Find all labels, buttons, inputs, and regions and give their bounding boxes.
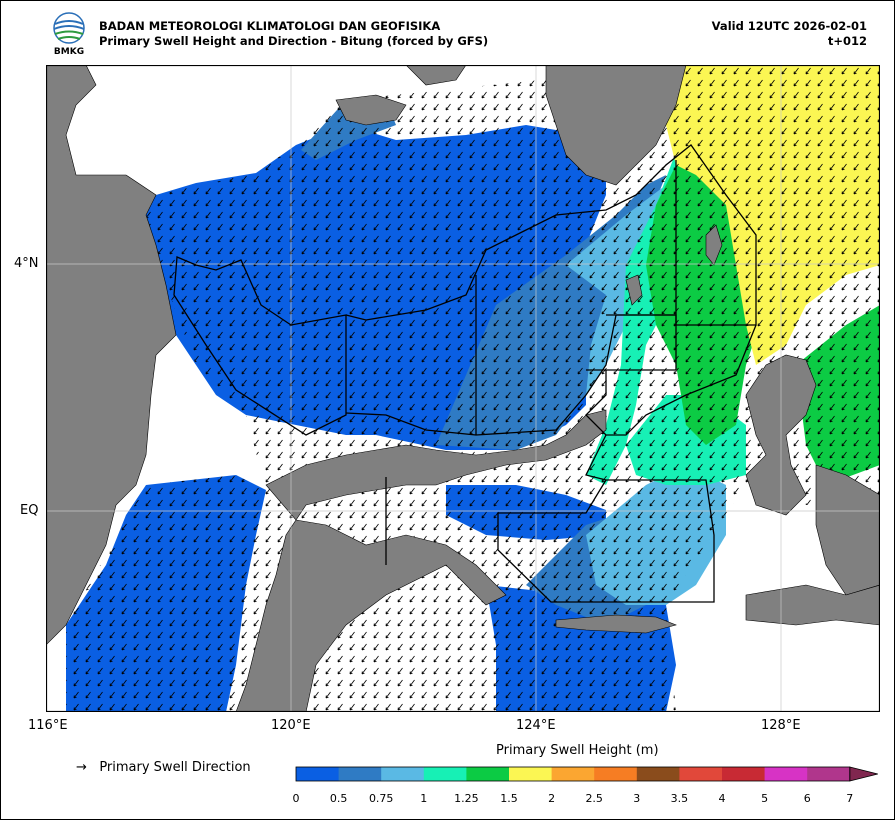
product-title: Primary Swell Height and Direction - Bit… <box>99 34 489 48</box>
colorbar-bin-9 <box>679 767 723 781</box>
y-tick-eq: EQ <box>20 503 39 518</box>
colorbar-bin-6 <box>551 767 595 781</box>
colorbar-bin-10 <box>722 767 766 781</box>
colorbar-tick-label: 0.5 <box>329 792 348 805</box>
forecast-boundaries <box>173 144 757 603</box>
swell-direction-legend: → Primary Swell Direction <box>76 760 251 775</box>
colorbar-extend-arrow <box>849 766 878 782</box>
colorbar-tick-label: 2.5 <box>585 792 603 805</box>
colorbar-tick-label: 3 <box>633 792 641 805</box>
x-tick-128e: 128°E <box>761 718 801 733</box>
colorbar-bin-12 <box>807 767 851 781</box>
graticule <box>46 65 880 712</box>
colorbar-bin-2 <box>381 767 425 781</box>
colorbar-bin-5 <box>509 767 553 781</box>
colorbar-bin-0 <box>296 767 340 781</box>
colorbar <box>295 766 878 782</box>
swell-direction-label: Primary Swell Direction <box>99 760 251 775</box>
land-seram <box>745 584 880 626</box>
colorbar-tick-label: 7 <box>846 792 854 805</box>
colorbar-bin-4 <box>466 767 510 781</box>
colorbar-tick-label: 1.5 <box>500 792 518 805</box>
arrow-icon: → <box>76 760 87 775</box>
x-tick-116e: 116°E <box>28 718 68 733</box>
agency-title: BADAN METEOROLOGI KLIMATOLOGI DAN GEOFIS… <box>99 19 441 33</box>
x-tick-120e: 120°E <box>271 718 311 733</box>
colorbar-title: Primary Swell Height (m) <box>496 743 659 758</box>
colorbar-tick-label: 0.75 <box>368 792 394 805</box>
colorbar-bin-7 <box>594 767 638 781</box>
colorbar-tick-label: 4 <box>718 792 726 805</box>
land-sula <box>555 614 677 634</box>
land-sulawesi <box>235 409 607 712</box>
colorbar-bin-11 <box>764 767 808 781</box>
colorbar-tick-label: 3.5 <box>670 792 689 805</box>
colorbar-tick-label: 0 <box>292 792 300 805</box>
y-tick-4n: 4°N <box>14 256 39 271</box>
colorbar-bin-8 <box>636 767 680 781</box>
land-sulu <box>335 94 407 126</box>
colorbar-tick-label: 6 <box>803 792 811 805</box>
svg-text:BMKG: BMKG <box>54 47 84 56</box>
map-border <box>46 65 880 712</box>
valid-time: Valid 12UTC 2026-02-01 <box>711 19 867 33</box>
land-talaud <box>625 274 643 306</box>
bmkg-logo: BMKG <box>53 12 85 56</box>
colorbar-tick-label: 1.25 <box>454 792 479 805</box>
colorbar-bin-3 <box>423 767 467 781</box>
land-sangihe <box>705 224 723 266</box>
colorbar-tick-label: 5 <box>761 792 769 805</box>
land-mindanao <box>545 65 687 186</box>
swell-map <box>46 65 880 712</box>
colorbar-tick-label: 1 <box>420 792 428 805</box>
land-borneo <box>46 65 177 646</box>
colorbar-outline <box>295 766 851 782</box>
land-north-islands <box>405 65 467 86</box>
colorbar-tick-label: 2 <box>548 792 556 805</box>
x-tick-124e: 124°E <box>516 718 556 733</box>
forecast-hour: t+012 <box>827 34 867 48</box>
colorbar-bin-1 <box>338 767 382 781</box>
